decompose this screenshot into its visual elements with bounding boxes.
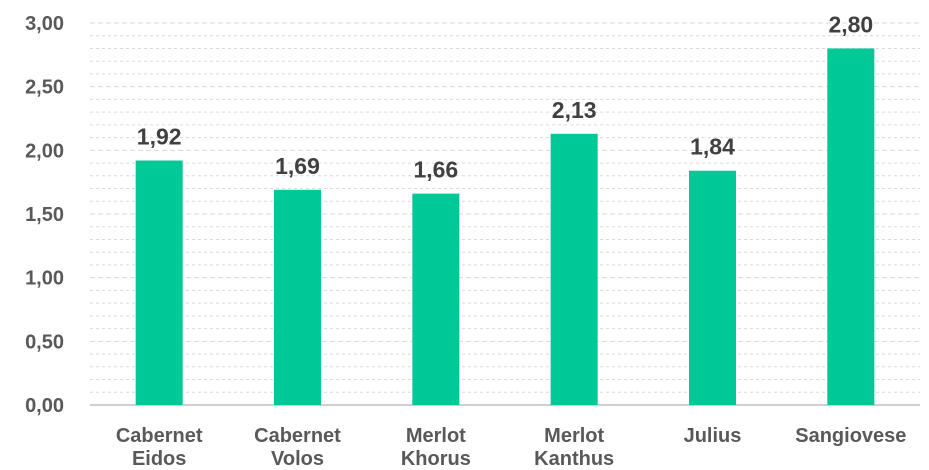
y-axis: 0,00 0,50 1,00 1,50 2,00 2,50 3,00 (25, 13, 920, 417)
bar (412, 193, 460, 405)
y-tick-label: 2,50 (25, 77, 64, 99)
category-label-line: Cabernet (116, 425, 203, 447)
y-tick-label: 2,00 (25, 140, 64, 162)
bar (135, 160, 183, 405)
data-label: 1,84 (690, 134, 735, 160)
category-label-line: Volos (271, 448, 324, 470)
category-label-line: Merlot (406, 425, 466, 447)
data-label: 2,13 (552, 97, 597, 123)
data-label: 1,66 (413, 157, 458, 183)
data-label: 1,69 (275, 153, 320, 179)
category-label-line: Kanthus (534, 448, 614, 470)
category-label-line: Eidos (132, 448, 186, 470)
bar (550, 133, 598, 405)
category-label-line: Sangiovese (795, 425, 906, 447)
bars (135, 48, 875, 405)
category-label-line: Merlot (544, 425, 604, 447)
category-label: Julius (684, 425, 742, 447)
category-label: Cabernet Eidos (116, 425, 203, 470)
y-tick-label: 0,00 (25, 395, 64, 417)
data-label: 1,92 (137, 124, 182, 150)
category-label: Merlot Kanthus (534, 425, 614, 470)
y-tick-label: 1,00 (25, 268, 64, 290)
bar (827, 48, 875, 405)
category-label-line: Khorus (401, 448, 471, 470)
category-label: Cabernet Volos (254, 425, 341, 470)
category-label-line: Julius (684, 425, 742, 447)
data-labels: 1,92 1,69 1,66 2,13 1,84 2,80 (137, 11, 873, 182)
bar (689, 170, 736, 405)
bar (274, 189, 321, 405)
y-tick-label: 1,50 (25, 204, 64, 226)
category-label-line: Cabernet (254, 425, 341, 447)
data-label: 2,80 (828, 11, 873, 37)
grid-lines (90, 22, 920, 393)
y-tick-label: 3,00 (25, 13, 64, 35)
category-label: Merlot Khorus (401, 425, 471, 470)
y-tick-label: 0,50 (25, 331, 64, 353)
category-label: Sangiovese (795, 425, 906, 447)
